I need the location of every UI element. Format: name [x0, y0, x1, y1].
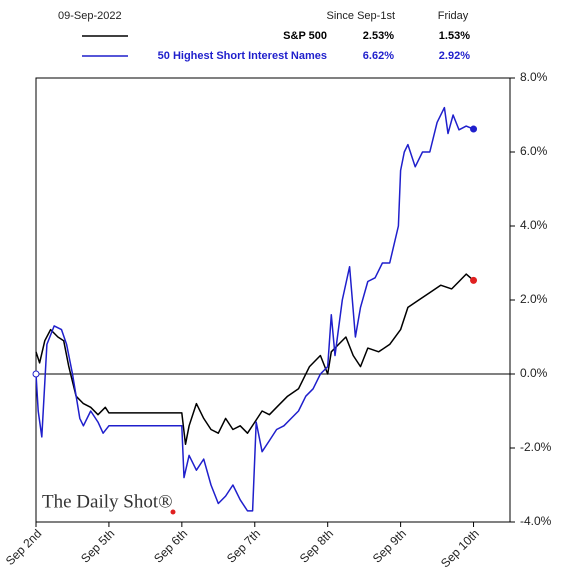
y-tick-label: -2.0%	[520, 440, 552, 454]
watermark-dot	[170, 509, 176, 515]
y-tick-label: 8.0%	[520, 70, 548, 84]
column-header: Since Sep-1st	[327, 10, 395, 22]
y-tick-label: 6.0%	[520, 144, 548, 158]
legend-label: 50 Highest Short Interest Names	[158, 50, 327, 62]
series-line	[35, 106, 474, 512]
column-header: Friday	[438, 10, 469, 22]
start-marker	[32, 370, 40, 378]
y-tick-label: 4.0%	[520, 218, 548, 232]
stat-value: 2.53%	[363, 30, 394, 42]
date-label: 09-Sep-2022	[58, 10, 122, 22]
y-tick-label: 2.0%	[520, 292, 548, 306]
series-line	[35, 273, 474, 446]
watermark: The Daily Shot®	[42, 491, 173, 512]
stat-value: 6.62%	[363, 50, 394, 62]
y-tick-label: 0.0%	[520, 366, 548, 380]
stat-value: 2.92%	[439, 50, 470, 62]
end-marker	[470, 125, 478, 133]
y-tick-label: -4.0%	[520, 514, 552, 528]
stat-value: 1.53%	[439, 30, 470, 42]
legend-label: S&P 500	[283, 30, 327, 42]
end-marker	[470, 276, 478, 284]
